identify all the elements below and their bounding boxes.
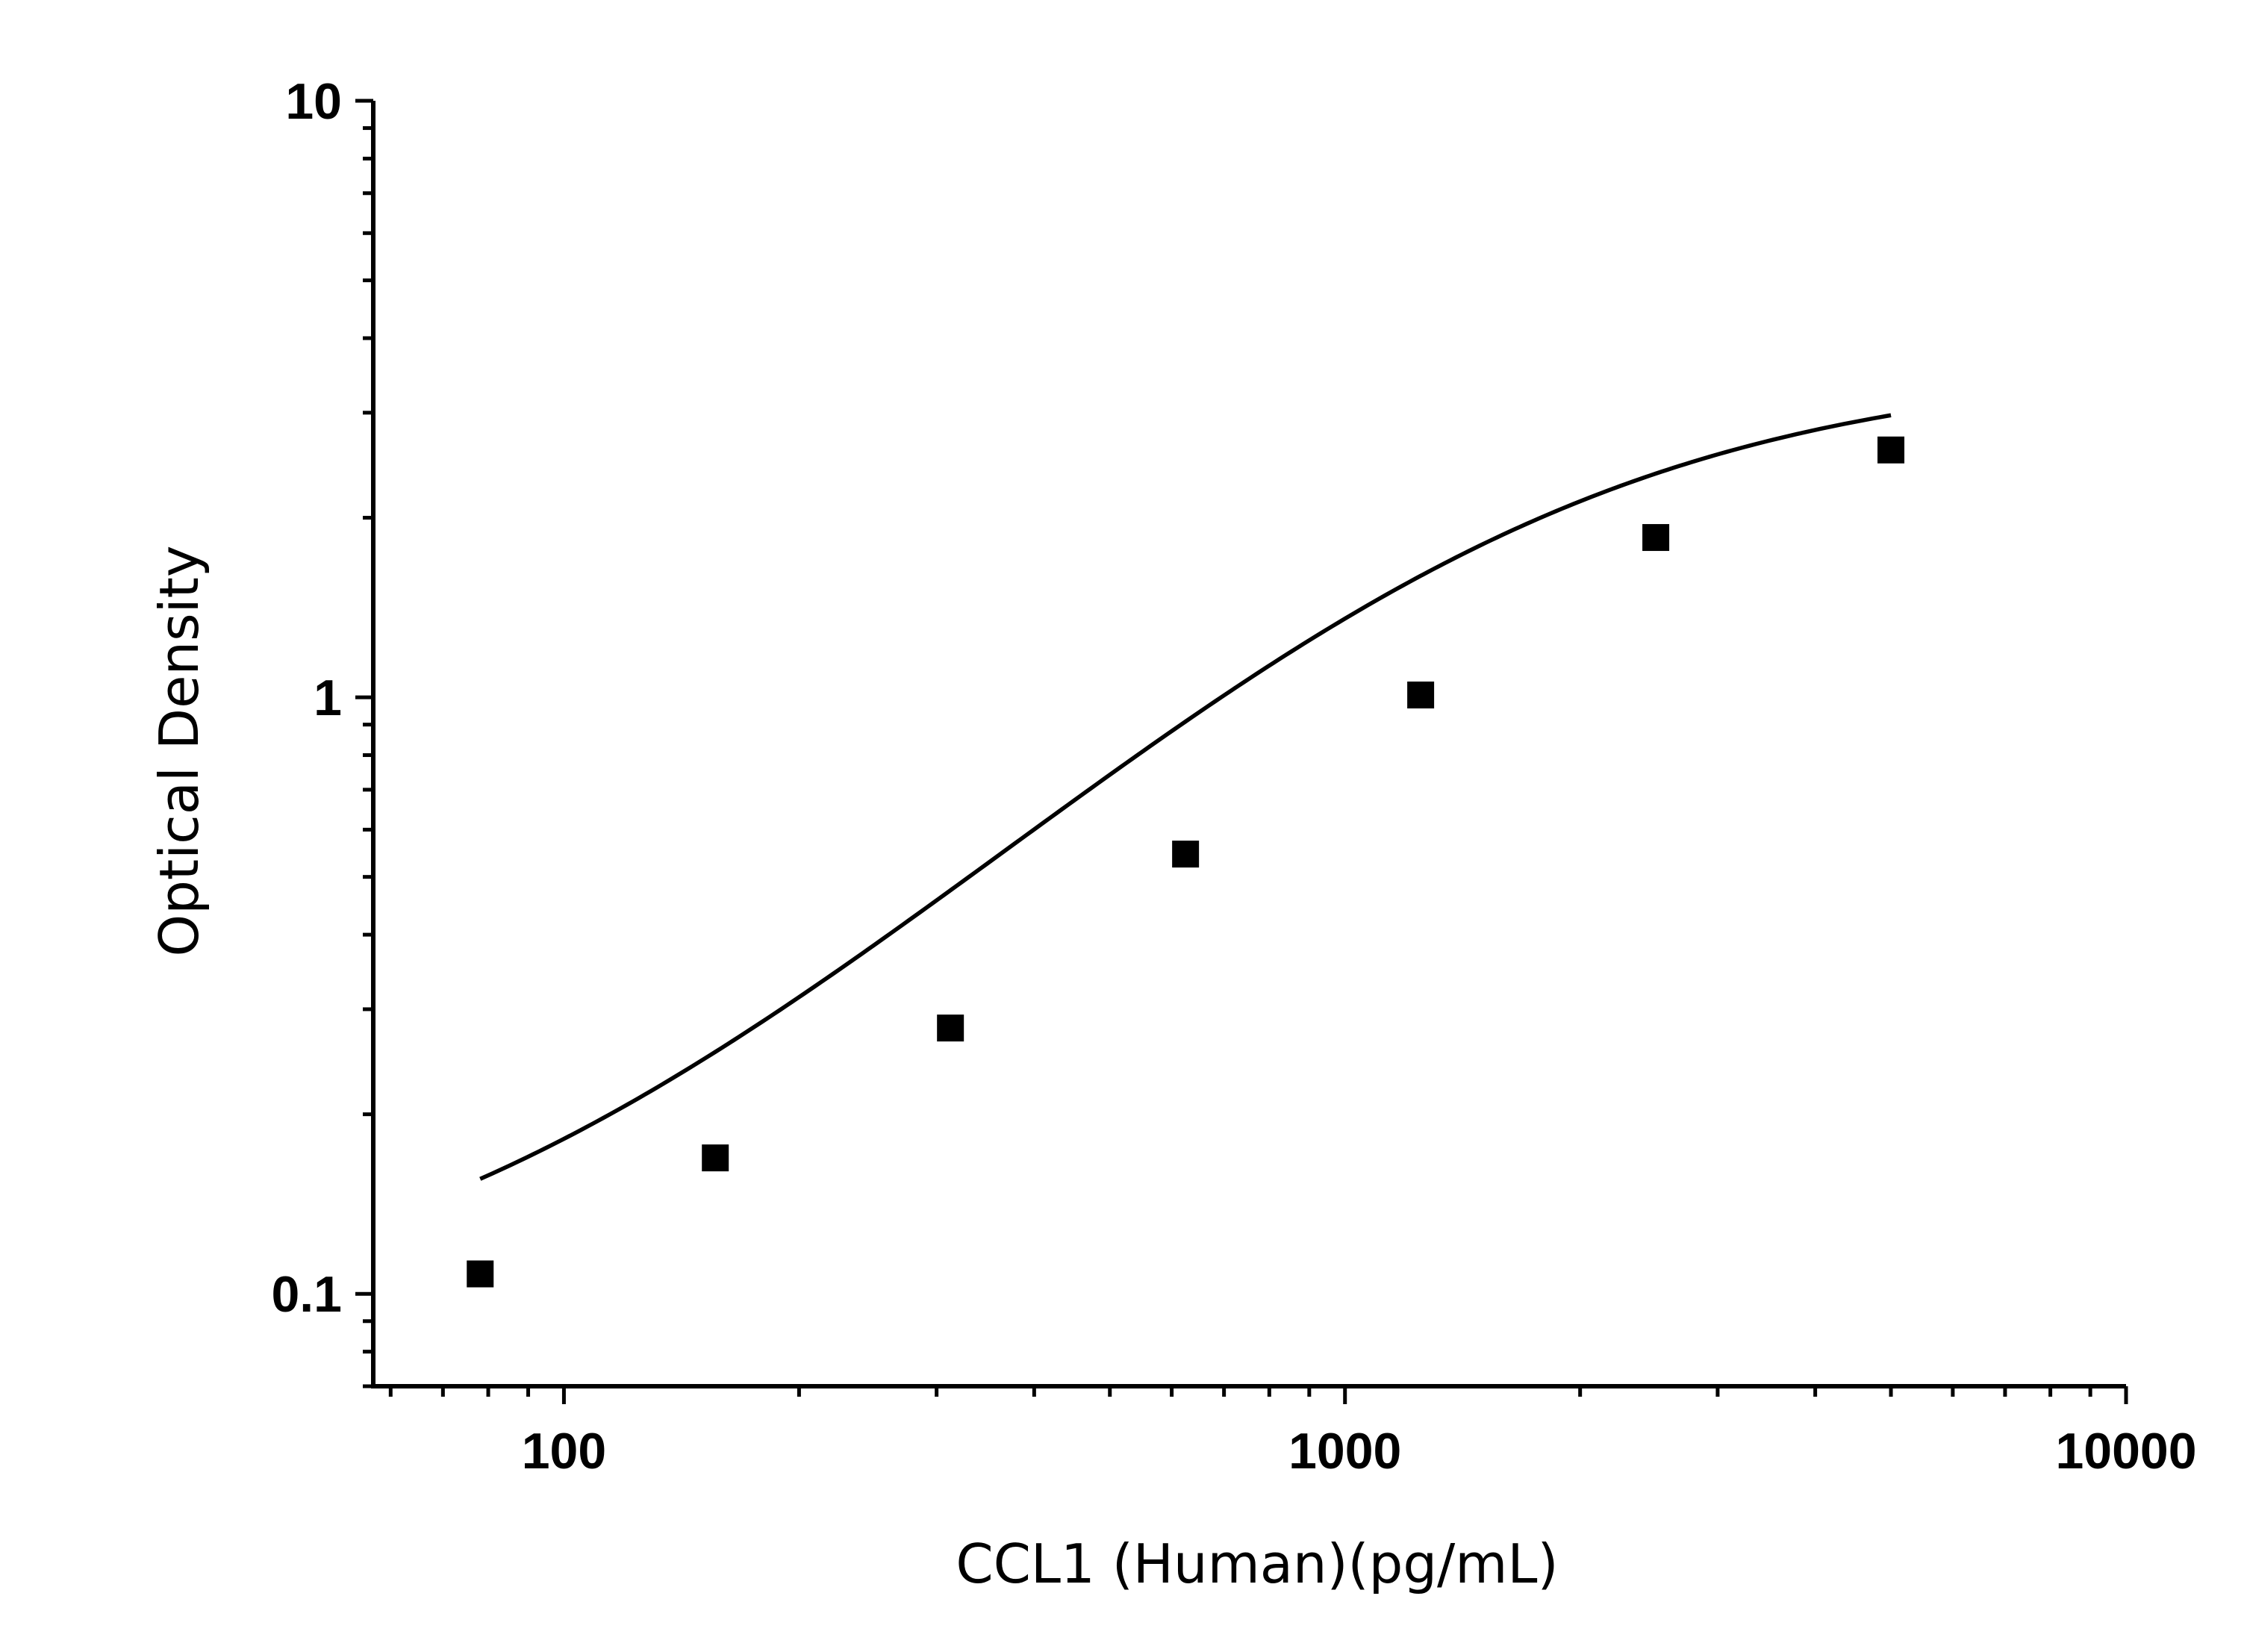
data-points-layer [467,436,1905,1288]
x-tick-label: 10000 [2055,1423,2196,1480]
y-tick-label: 1 [314,670,342,726]
data-point-marker [937,1014,964,1042]
x-tick-label: 100 [522,1423,606,1480]
data-point-marker [1407,681,1435,708]
x-tick-label: 1000 [1288,1423,1401,1480]
data-point-marker [1172,841,1200,868]
data-point-marker [1642,524,1670,552]
data-point-marker [1877,436,1905,464]
ticks-layer: 100 1000 10000 0.1 1 10 [271,73,2196,1480]
data-point-marker [467,1260,494,1288]
y-tick-label: 0.1 [271,1266,342,1323]
data-point-marker [702,1144,729,1172]
fit-curve-line [479,413,1892,1181]
axes-layer [371,101,2126,1388]
y-axis-title: Optical Density [148,546,211,957]
y-tick-label: 10 [285,73,342,130]
x-axis-title: CCL1 (Human)(pg/mL) [956,1533,1558,1595]
fit-curve-layer [479,413,1892,1181]
